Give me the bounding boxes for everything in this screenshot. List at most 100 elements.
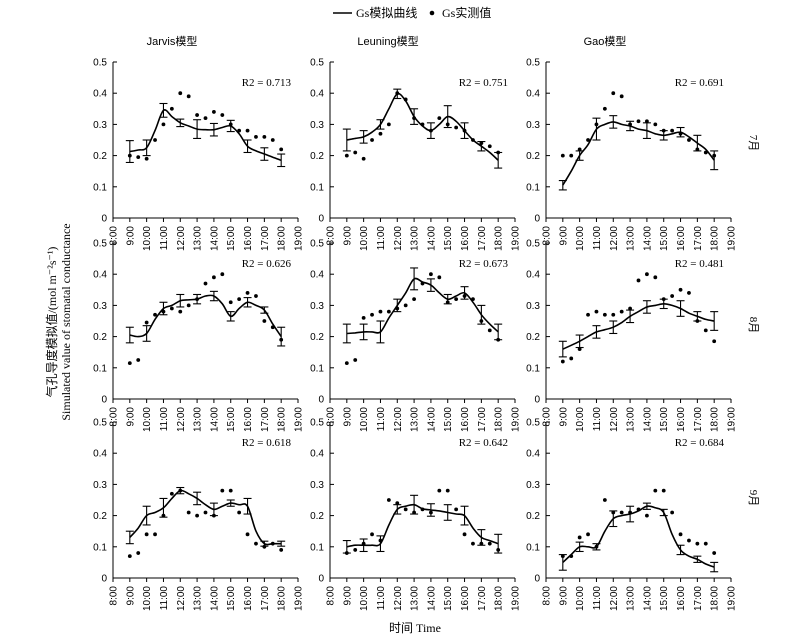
observed-point — [661, 488, 666, 493]
r2-annotation: R2 = 0.618 — [242, 437, 292, 449]
x-axis-label: 时间 Time — [389, 621, 441, 635]
x-tick-label: 9:00 — [125, 586, 136, 606]
fit-curve — [562, 121, 715, 186]
observed-point — [178, 488, 183, 493]
y-tick-label: 0 — [101, 395, 107, 406]
col-title-gao: Gao模型 — [584, 34, 627, 48]
observed-point — [594, 544, 599, 549]
x-tick-label: 18:00 — [494, 586, 505, 611]
observed-point — [395, 91, 400, 96]
observed-point — [420, 507, 425, 512]
x-tick-label: 18:00 — [277, 226, 288, 251]
observed-point — [412, 116, 416, 121]
y-tick-label: 0 — [101, 574, 107, 585]
legend-dot-label: Gs实测值 — [442, 5, 491, 20]
observed-point — [602, 498, 607, 502]
y-tick-label: 0.3 — [93, 120, 107, 131]
x-tick-label: 9:00 — [558, 407, 569, 427]
y-tick-label: 0.2 — [526, 151, 540, 162]
observed-point — [262, 544, 267, 549]
observed-point — [386, 122, 391, 127]
observed-point — [127, 361, 132, 366]
observed-point — [153, 138, 157, 142]
observed-point — [712, 153, 717, 158]
panel-3-3: 0 0.1 0.2 0.3 0.4 0.5 8:00 9:00 10:00 11:00 12:00 1… — [526, 418, 737, 612]
observed-point — [471, 541, 475, 546]
y-tick-label: 0 — [534, 214, 540, 225]
observed-point — [353, 548, 358, 552]
y-tick-label: 0.3 — [310, 480, 324, 491]
error-bar — [125, 530, 134, 545]
observed-point — [462, 532, 467, 537]
x-tick-label: 8:00 — [542, 226, 553, 246]
observed-point — [437, 275, 442, 280]
y-tick-label: 0.1 — [93, 363, 107, 374]
observed-point — [645, 272, 649, 277]
x-tick-label: 19:00 — [294, 226, 305, 251]
observed-point — [169, 491, 174, 496]
observed-point — [636, 119, 641, 124]
x-tick-label: 17:00 — [260, 586, 271, 611]
error-bar — [193, 119, 202, 139]
y-tick-label: 0.5 — [310, 418, 324, 429]
x-tick-label: 14:00 — [642, 226, 653, 251]
error-bar — [260, 306, 269, 314]
observed-point — [653, 275, 658, 280]
observed-point — [678, 131, 683, 136]
observed-point — [378, 131, 383, 136]
observed-point — [471, 138, 475, 142]
observed-point — [429, 510, 433, 515]
error-bar — [443, 504, 452, 521]
x-tick-label: 14:00 — [426, 226, 437, 251]
error-bar — [494, 151, 503, 169]
x-tick-label: 17:00 — [477, 407, 488, 432]
row-label-july: 7月 — [747, 135, 759, 152]
error-bar — [260, 147, 269, 161]
observed-point — [228, 300, 233, 305]
observed-point — [619, 309, 624, 314]
y-tick-label: 0.1 — [310, 542, 324, 553]
error-bar — [642, 300, 651, 314]
x-tick-label: 14:00 — [209, 586, 220, 611]
observed-point — [569, 554, 574, 559]
fit-curve — [562, 505, 715, 568]
x-tick-label: 9:00 — [342, 226, 353, 246]
y-tick-label: 0.1 — [93, 542, 107, 553]
observed-point — [420, 281, 425, 286]
observed-point — [144, 532, 149, 537]
observed-point — [703, 150, 708, 155]
observed-point — [403, 97, 408, 102]
observed-point — [353, 150, 358, 155]
error-bar — [209, 122, 218, 137]
observed-point — [412, 510, 416, 515]
observed-point — [619, 510, 624, 515]
x-tick-label: 12:00 — [393, 407, 404, 432]
y-tick-label: 0 — [101, 214, 107, 225]
observed-point — [254, 541, 258, 546]
error-bar — [125, 326, 134, 344]
y-tick-label: 0.3 — [526, 301, 540, 312]
x-tick-label: 12:00 — [393, 586, 404, 611]
x-tick-label: 13:00 — [626, 226, 637, 251]
y-tick-label: 0.3 — [310, 301, 324, 312]
x-tick-label: 8:00 — [542, 407, 553, 427]
y-tick-label: 0.2 — [526, 332, 540, 343]
observed-point — [279, 337, 284, 342]
y-tick-label: 0.3 — [93, 480, 107, 491]
r2-annotation: R2 = 0.642 — [459, 437, 508, 449]
y-tick-label: 0.1 — [526, 542, 540, 553]
x-tick-label: 14:00 — [642, 407, 653, 432]
observed-point — [169, 106, 174, 111]
x-tick-label: 19:00 — [727, 407, 738, 432]
panel-2-2: 00.10.20.30.40.58:00 9:00 10:00 11:00 12:00 1… — [310, 239, 521, 433]
observed-point — [429, 272, 433, 277]
observed-point — [220, 113, 225, 117]
x-tick-label: 16:00 — [460, 226, 471, 251]
error-bar — [376, 119, 385, 130]
x-tick-label: 13:00 — [626, 407, 637, 432]
error-bar — [575, 541, 584, 553]
observed-point — [454, 125, 459, 130]
observed-point — [645, 513, 649, 518]
observed-point — [136, 358, 141, 362]
panel-1-2: 00.10.20.30.40.58:00 9:00 10:00 11:00 12:00 1… — [310, 58, 521, 252]
